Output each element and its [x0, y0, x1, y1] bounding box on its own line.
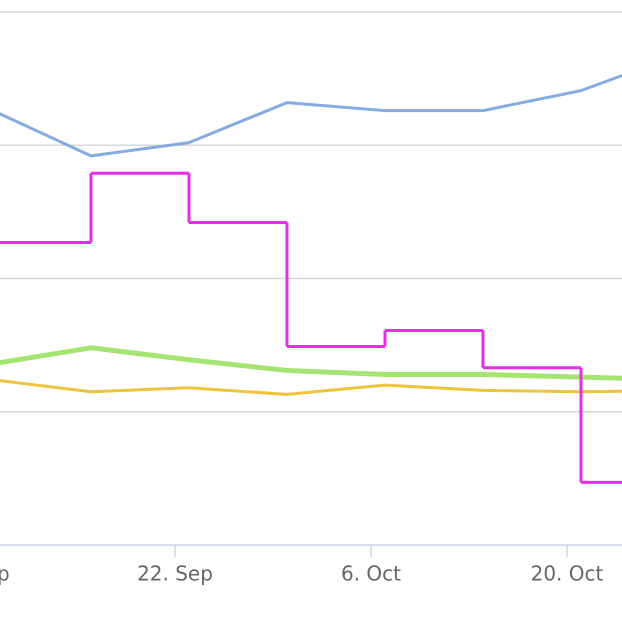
- series-line: [0, 379, 622, 396]
- series-line: [0, 345, 622, 381]
- x-tick-label: 22. Sep: [137, 562, 213, 586]
- x-tick-label: 6. Oct: [341, 562, 401, 586]
- x-tick-label: p: [0, 562, 10, 586]
- x-tick-label: 20. Oct: [531, 562, 604, 586]
- series-line: [0, 73, 622, 158]
